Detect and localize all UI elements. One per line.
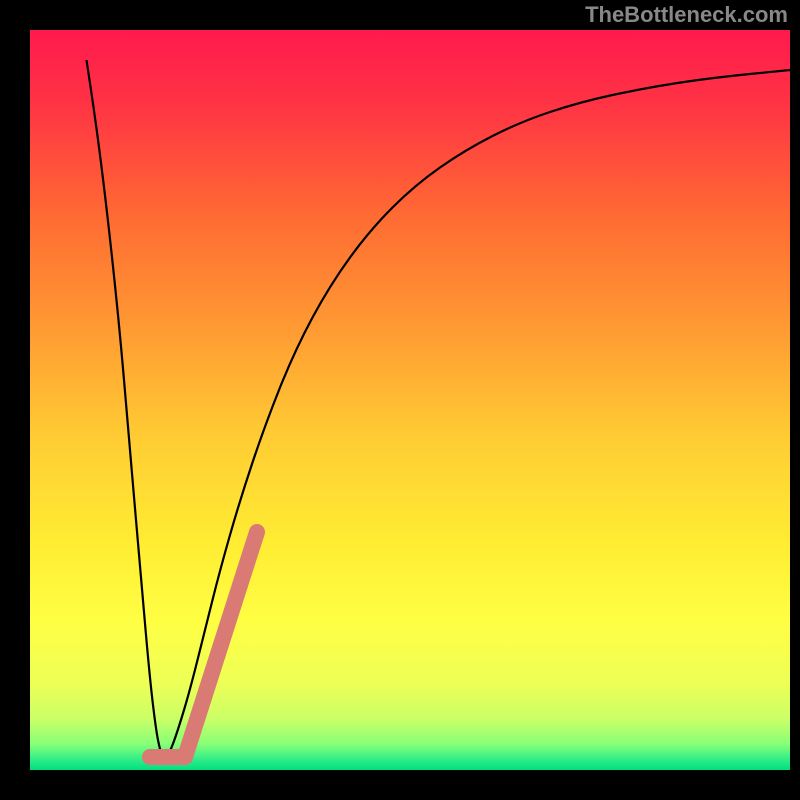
bottleneck-chart [0,0,800,800]
watermark-text: TheBottleneck.com [585,2,788,28]
chart-container: TheBottleneck.com [0,0,800,800]
plot-background [30,30,790,770]
